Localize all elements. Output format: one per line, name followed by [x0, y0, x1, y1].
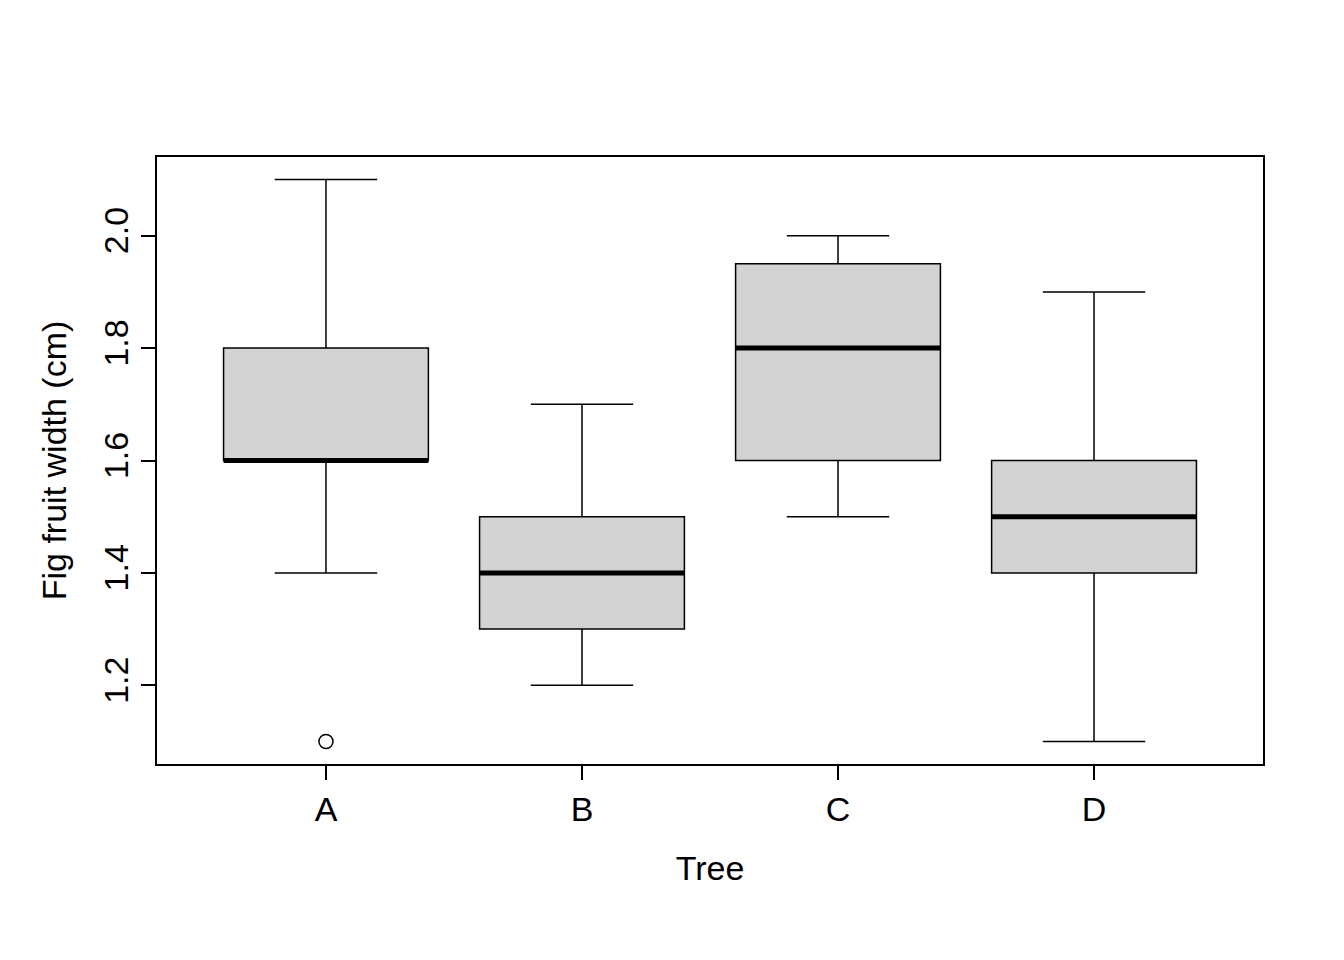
svg-text:2.0: 2.0	[97, 207, 135, 254]
svg-text:Tree: Tree	[676, 849, 745, 887]
svg-text:Fig fruit width (cm): Fig fruit width (cm)	[35, 321, 73, 601]
svg-text:A: A	[315, 790, 338, 828]
svg-text:B: B	[571, 790, 594, 828]
svg-text:C: C	[826, 790, 851, 828]
svg-text:1.2: 1.2	[97, 657, 135, 704]
svg-text:D: D	[1082, 790, 1107, 828]
svg-text:1.4: 1.4	[97, 544, 135, 591]
svg-text:1.6: 1.6	[97, 432, 135, 479]
svg-text:1.8: 1.8	[97, 319, 135, 366]
